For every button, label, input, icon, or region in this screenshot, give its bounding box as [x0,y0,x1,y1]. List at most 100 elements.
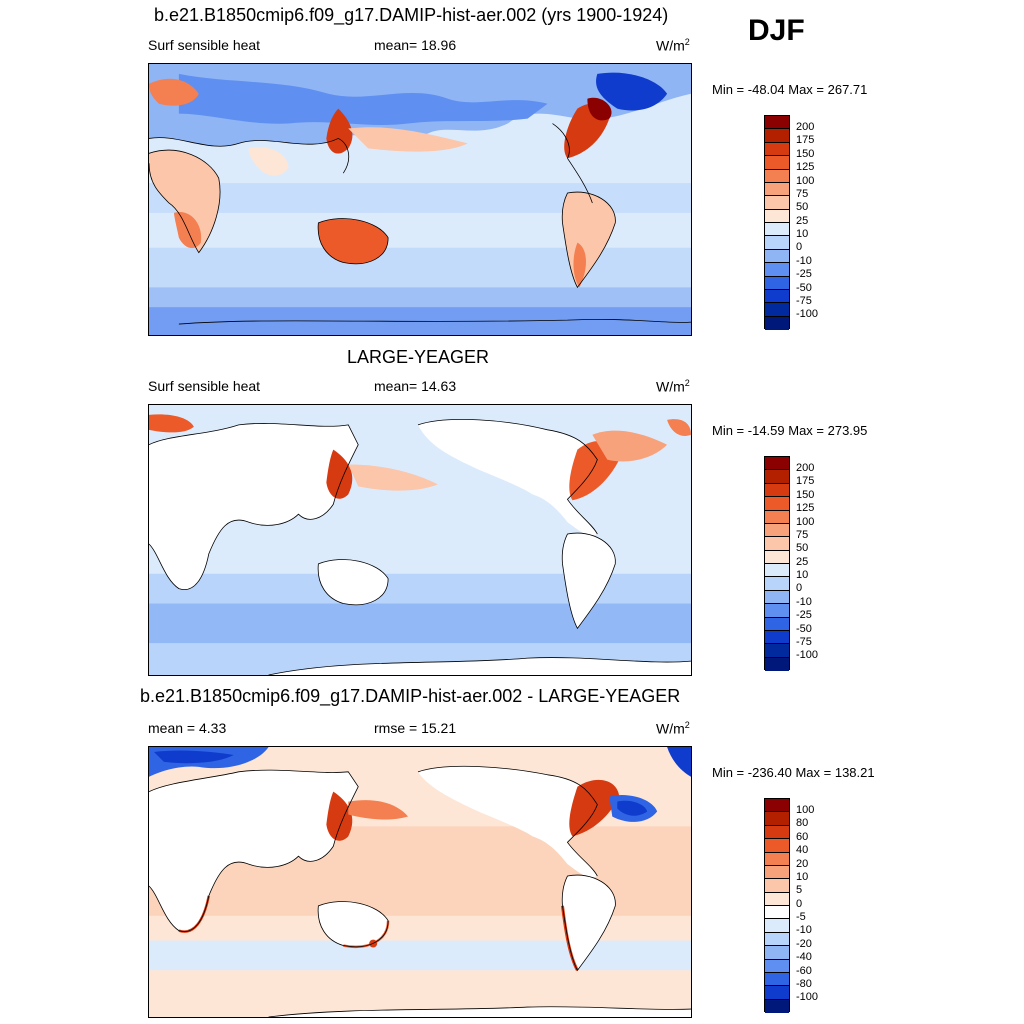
colorbar-swatch [765,523,789,538]
colorbar-swatch [765,142,789,157]
colorbar-tick-label: 175 [796,475,815,488]
colorbar-swatch [765,276,789,290]
colorbar-swatch [765,959,789,973]
colorbar-tick-label: -80 [796,977,812,990]
colorbar-swatch [765,986,789,1000]
colorbar-tick-label: 60 [796,830,809,843]
colorbar-tick-label: 200 [796,462,815,474]
colorbar-swatch [765,497,789,511]
colorbar-tick-label: -10 [796,924,812,937]
colorbar-tick-label: -75 [796,635,812,648]
colorbar-swatch [765,577,789,591]
panel3-map [148,746,692,1018]
colorbar-tick-label: -10 [796,595,812,608]
colorbar-swatch [765,169,789,183]
colorbar-tick-label: 0 [796,582,803,595]
colorbar-swatch [765,617,789,631]
panel2-mean-label: mean= 14.63 [374,378,457,394]
colorbar-tick-label: 80 [796,817,809,830]
colorbar-swatch [765,537,789,551]
colorbar-swatch [765,510,789,524]
colorbar-swatch [765,604,789,618]
panel2-map [148,404,692,676]
colorbar-swatch [765,470,789,484]
colorbar-tick-label: -25 [796,609,812,622]
colorbar-swatch [765,316,789,330]
colorbar-swatch [765,303,789,317]
colorbar-swatch [765,223,789,237]
colorbar-tick-label: 150 [796,488,815,501]
colorbar-tick-label: -20 [796,937,812,950]
panel1-variable-label: Surf sensible heat [148,37,261,53]
colorbar-tick-label: 0 [796,241,803,254]
colorbar-swatch [765,550,789,564]
colorbar-tick-label: 0 [796,897,803,910]
colorbar-swatch [765,644,789,658]
colorbar-swatch [765,919,789,933]
colorbar-tick-label: 100 [796,515,815,528]
panel3-colorbar [764,798,790,1013]
panel1-map [148,63,692,336]
colorbar-tick-label: 25 [796,214,809,227]
panel3-units: W/m2 [656,720,690,737]
panel3-mean-label: mean = 4.33 [148,720,227,736]
colorbar-swatch [765,263,789,277]
colorbar-tick-label: -75 [796,294,812,307]
panel1-title: b.e21.B1850cmip6.f09_g17.DAMIP-hist-aer.… [154,5,669,25]
panel3-rmse-label: rmse = 15.21 [374,720,457,736]
colorbar-swatch [765,590,789,605]
colorbar-tick-label: 50 [796,542,809,555]
colorbar-tick-label: -10 [796,254,812,267]
panel2-colorbar [764,456,790,671]
colorbar-tick-label: 100 [796,804,815,816]
colorbar-swatch [765,182,789,197]
colorbar-tick-label: 200 [796,121,815,133]
panel2-minmax: Min = -14.59 Max = 273.95 [712,423,868,438]
colorbar-swatch [765,812,789,826]
colorbar-swatch [765,932,789,947]
colorbar-swatch [765,483,789,498]
panel2-variable-label: Surf sensible heat [148,378,261,394]
colorbar-tick-label: -100 [796,991,819,1004]
colorbar-tick-label: -5 [796,911,806,923]
colorbar-swatch [765,657,789,671]
colorbar-tick-label: -100 [796,649,819,662]
colorbar-swatch [765,825,789,840]
colorbar-swatch [765,999,789,1013]
colorbar-tick-label: 20 [796,857,809,870]
colorbar-swatch [765,564,789,578]
colorbar-swatch [765,249,789,264]
colorbar-tick-label: -60 [796,964,812,977]
panel2-units: W/m2 [656,378,690,395]
colorbar-swatch [765,852,789,866]
colorbar-swatch [765,839,789,853]
colorbar-tick-label: 125 [796,161,815,174]
colorbar-tick-label: 100 [796,174,815,187]
colorbar-tick-label: -40 [796,951,812,964]
panel1-colorbar [764,115,790,330]
colorbar-tick-label: -25 [796,268,812,281]
colorbar-swatch [765,209,789,223]
colorbar-tick-label: 10 [796,569,809,581]
colorbar-swatch [765,799,789,813]
colorbar-tick-label: 5 [796,884,803,897]
panel1-units: W/m2 [656,37,690,54]
colorbar-tick-label: 40 [796,844,809,857]
colorbar-swatch [765,196,789,210]
colorbar-swatch [765,116,789,130]
colorbar-swatch [765,892,789,906]
colorbar-tick-label: 10 [796,870,809,883]
colorbar-swatch [765,865,789,880]
colorbar-tick-label: 75 [796,187,809,200]
colorbar-swatch [765,156,789,170]
colorbar-tick-label: -100 [796,308,819,321]
colorbar-tick-label: 50 [796,201,809,214]
colorbar-tick-label: 10 [796,228,809,240]
colorbar-tick-label: 150 [796,147,815,160]
colorbar-swatch [765,289,789,304]
season-label: DJF [748,14,805,47]
colorbar-tick-label: 75 [796,528,809,541]
colorbar-swatch [765,879,789,893]
colorbar-tick-label: 175 [796,134,815,147]
colorbar-swatch [765,946,789,960]
